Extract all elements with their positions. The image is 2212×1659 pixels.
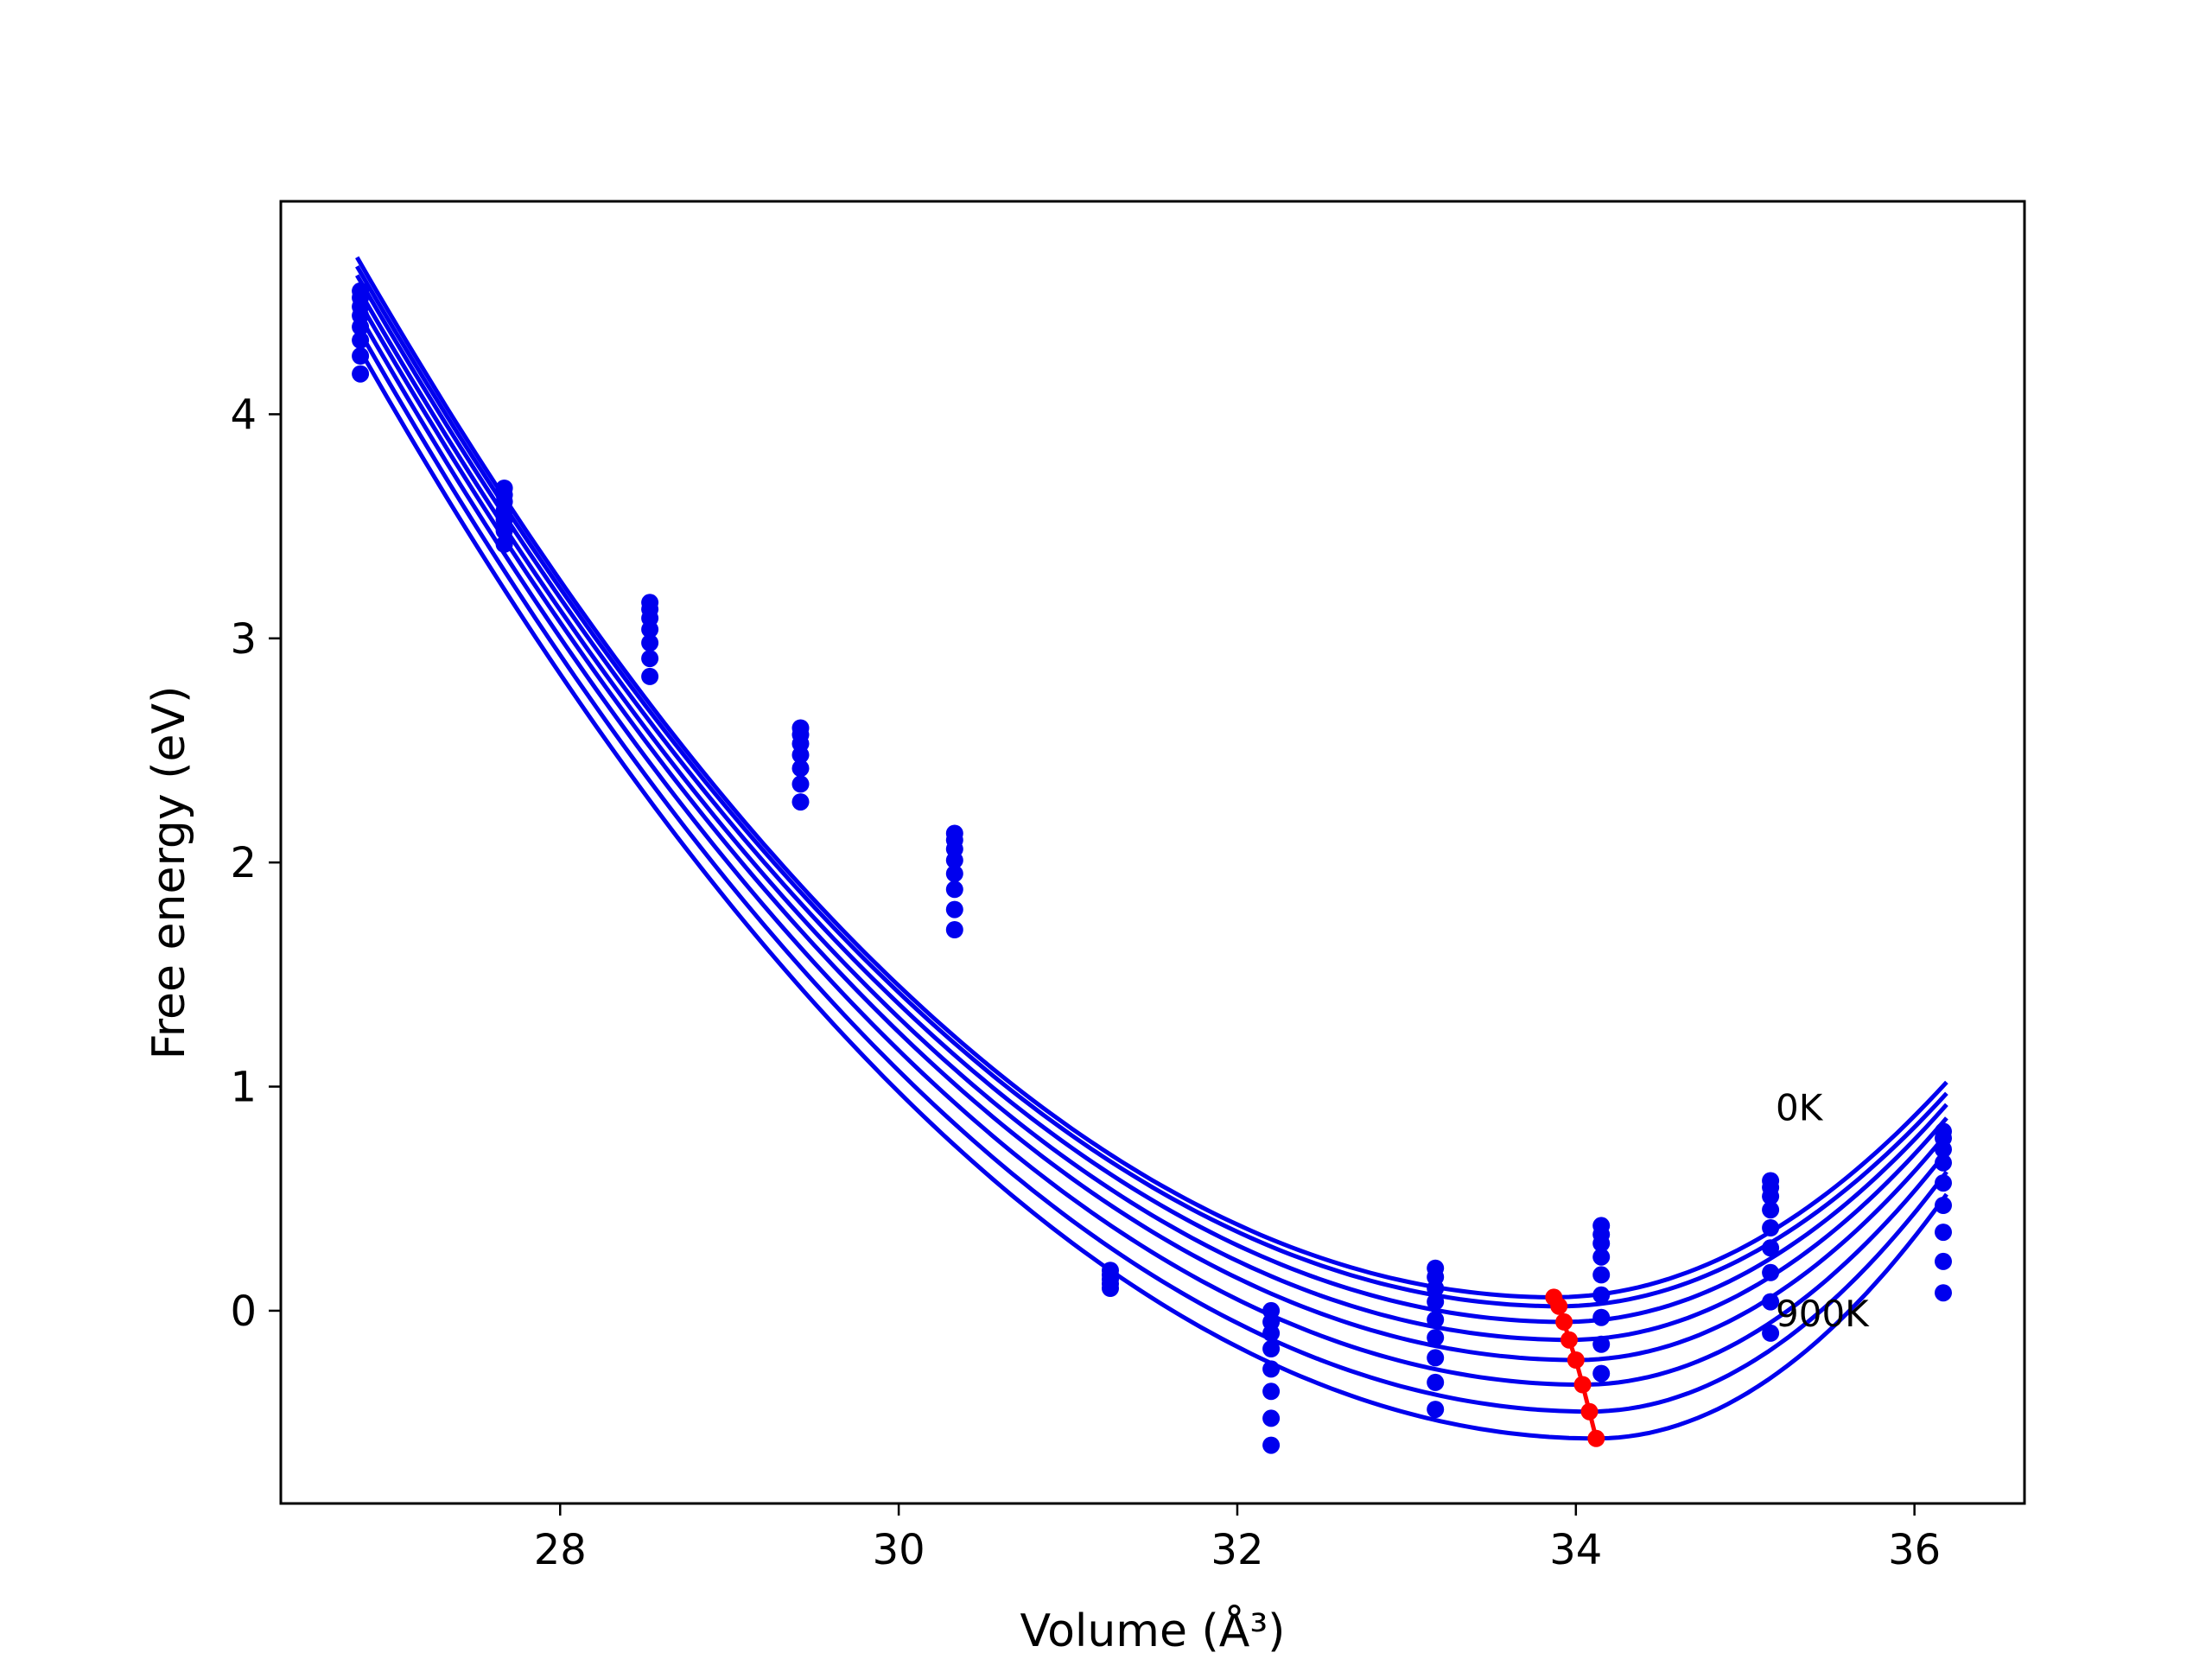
data-point-10-3 [1935,1154,1952,1172]
data-point-6-3 [1262,1340,1281,1357]
data-point-9-8 [1762,1324,1780,1342]
data-point-4-7 [945,921,963,938]
data-point-10-8 [1935,1284,1952,1302]
y-axis-label: Free energy (eV) [143,686,195,1060]
data-point-3-4 [791,760,810,778]
minimum-point-1 [1550,1297,1568,1315]
x-tick-label-34: 34 [1549,1526,1602,1574]
data-point-7-3 [1427,1293,1445,1311]
data-point-6-2 [1262,1324,1281,1342]
data-point-0-6 [352,347,370,365]
fit-curves [355,256,1948,1441]
data-point-2-4 [641,634,659,652]
fit-curve-7 [355,343,1948,1441]
data-point-8-7 [1592,1335,1611,1353]
minimum-point-3 [1560,1331,1578,1349]
annotation-1: 900K [1776,1293,1870,1335]
data-point-1-5 [495,522,513,540]
data-point-10-4 [1935,1174,1952,1192]
data-point-1-6 [495,535,513,553]
data-point-3-3 [791,746,810,764]
data-point-3-5 [791,775,810,793]
data-point-0-7 [352,365,370,383]
data-point-10-6 [1935,1224,1952,1242]
data-point-7-5 [1427,1329,1445,1347]
data-point-9-6 [1762,1263,1780,1281]
data-point-8-8 [1592,1364,1611,1382]
y-tick-label-4: 4 [230,391,257,439]
minimum-point-6 [1580,1402,1599,1421]
data-point-2-3 [641,620,659,639]
data-point-8-5 [1592,1286,1611,1304]
data-point-0-4 [352,318,370,336]
fit-curve-6 [355,326,1948,1414]
data-point-8-3 [1592,1248,1611,1266]
data-point-6-7 [1262,1436,1281,1454]
minimum-point-4 [1567,1351,1585,1369]
fit-curve-1 [355,264,1948,1309]
data-point-6-5 [1262,1382,1281,1401]
data-point-4-6 [945,900,963,918]
x-axis-label: Volume (Å³) [1020,1604,1286,1657]
fit-curve-0 [355,256,1948,1300]
temperature-annotations: 0K 900K [1776,1087,1870,1336]
plot-frame [279,200,2026,1505]
data-point-9-3 [1762,1201,1780,1219]
data-point-7-2 [1427,1280,1445,1297]
data-point-8-2 [1592,1235,1611,1253]
data-point-4-5 [945,880,963,899]
data-point-6-4 [1262,1360,1281,1378]
x-tick-label-28: 28 [534,1526,587,1574]
annotation-0: 0K [1776,1087,1824,1129]
data-point-7-4 [1427,1311,1445,1329]
data-point-10-7 [1935,1252,1952,1270]
y-tick-label-3: 3 [230,615,257,664]
data-point-5-4 [1102,1280,1119,1297]
data-point-2-5 [641,650,659,668]
data-point-9-5 [1762,1239,1780,1257]
minima-points [1545,1288,1605,1447]
data-point-9-2 [1762,1187,1780,1205]
y-tick-label-2: 2 [230,839,257,887]
x-axis-ticks: 28 30 32 34 36 [534,1503,1941,1574]
data-point-4-3 [945,851,963,869]
fit-curve-2 [355,274,1948,1325]
y-tick-label-0: 0 [230,1287,257,1336]
data-point-10-5 [1935,1197,1952,1214]
data-point-4-4 [945,865,963,883]
fit-curve-5 [355,309,1948,1388]
data-points [352,282,1952,1454]
x-tick-label-30: 30 [873,1526,925,1574]
data-point-7-6 [1427,1349,1445,1367]
minimum-point-5 [1573,1376,1592,1394]
data-point-7-8 [1427,1401,1445,1419]
data-point-7-7 [1427,1373,1445,1391]
data-point-9-7 [1762,1293,1780,1311]
minimum-point-7 [1587,1429,1605,1447]
data-point-10-2 [1935,1141,1952,1159]
data-point-3-6 [791,793,810,811]
data-point-9-4 [1762,1219,1780,1236]
y-axis-ticks: 0 1 2 3 4 [230,391,281,1336]
data-point-8-6 [1592,1308,1611,1326]
data-point-8-4 [1592,1266,1611,1284]
data-point-2-6 [641,667,659,685]
data-point-6-6 [1262,1409,1281,1427]
fit-curve-3 [355,285,1948,1343]
y-tick-label-1: 1 [230,1064,257,1112]
x-tick-label-32: 32 [1211,1526,1263,1574]
fit-curve-4 [355,296,1948,1363]
data-point-0-5 [352,331,370,349]
minimum-point-2 [1555,1313,1573,1331]
x-tick-label-36: 36 [1888,1526,1941,1574]
